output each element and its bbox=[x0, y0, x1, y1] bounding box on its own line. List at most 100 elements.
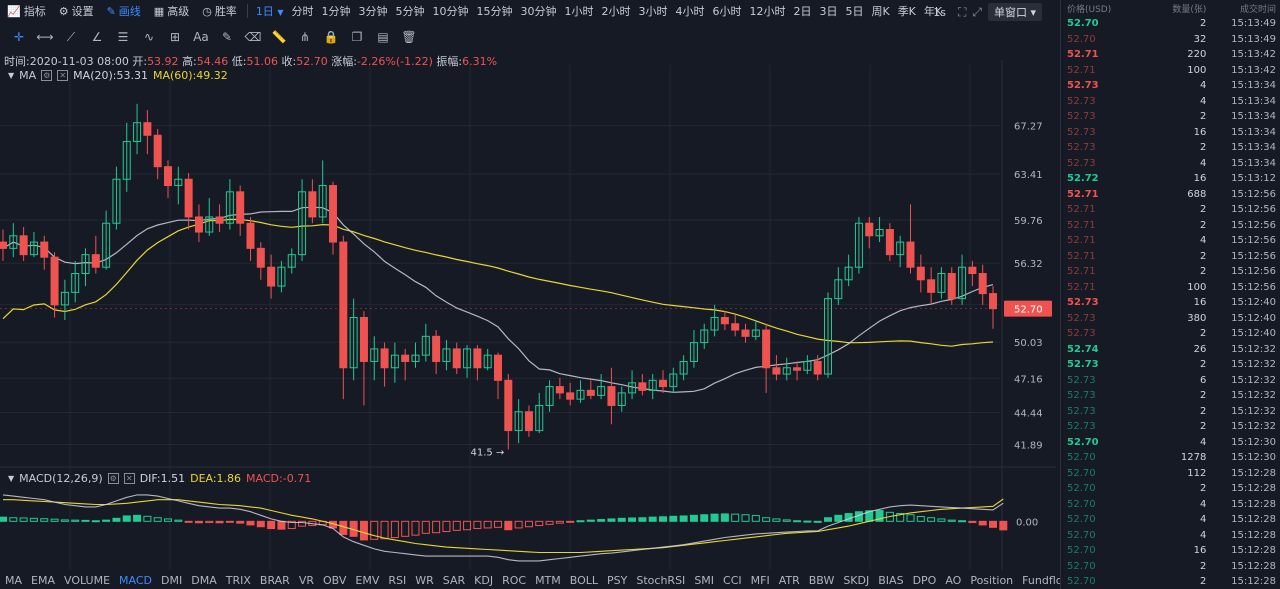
indicator-tab-fundflow[interactable]: Fundflow bbox=[1022, 574, 1072, 587]
indicator-tab-position[interactable]: Position bbox=[970, 574, 1014, 587]
layers-icon[interactable]: ▤ bbox=[377, 30, 389, 44]
ma-collapse-icon[interactable]: ▼ bbox=[8, 71, 15, 80]
interval-selector[interactable]: 1日 ▼ bbox=[252, 3, 288, 19]
indicator-tab-trix[interactable]: TRIX bbox=[225, 574, 251, 587]
interval-0[interactable]: 分时 bbox=[291, 5, 314, 18]
candle-body bbox=[494, 354, 502, 381]
indicator-tab-bbw[interactable]: BBW bbox=[808, 574, 835, 587]
indicator-tab-bias[interactable]: BIAS bbox=[878, 574, 904, 587]
interval-3[interactable]: 5分钟 bbox=[395, 5, 425, 18]
interval-17[interactable]: 季K bbox=[897, 5, 916, 18]
interval-2[interactable]: 3分钟 bbox=[358, 5, 388, 18]
indicator-tab-wr[interactable]: WR bbox=[415, 574, 434, 587]
text-tool-icon[interactable]: Aa bbox=[193, 30, 209, 44]
toolbar-item-4[interactable]: ◷ 胜率 bbox=[195, 3, 243, 19]
trade-time: 15:12:56 bbox=[1231, 219, 1277, 231]
indicator-tab-roc[interactable]: ROC bbox=[502, 574, 527, 587]
angle-tool-icon[interactable]: ∠ bbox=[91, 30, 103, 44]
candle-body bbox=[854, 222, 863, 268]
indicator-tab-psy[interactable]: PSY bbox=[607, 574, 628, 587]
window-select[interactable]: 单窗口 ▾ bbox=[987, 3, 1042, 21]
interval-9[interactable]: 3小时 bbox=[638, 5, 668, 18]
interval-14[interactable]: 3日 bbox=[819, 5, 838, 18]
settings-icon[interactable]: ⚙ bbox=[41, 70, 53, 81]
toolbar-item-0[interactable]: 📈 指标 bbox=[0, 3, 52, 19]
time-value: 2020-11-03 08:00 bbox=[29, 55, 129, 68]
indicator-tab-rsi[interactable]: RSI bbox=[388, 574, 407, 587]
indicator-tab-mtm[interactable]: MTM bbox=[535, 574, 561, 587]
interval-7[interactable]: 1小时 bbox=[564, 5, 594, 18]
indicator-tab-stochrsi[interactable]: StochRSI bbox=[636, 574, 686, 587]
eraser-icon[interactable]: ⌫ bbox=[244, 30, 262, 44]
brush-icon[interactable]: ✎ bbox=[221, 30, 233, 44]
indicator-tab-boll[interactable]: BOLL bbox=[569, 574, 599, 587]
indicator-tab-mfi[interactable]: MFI bbox=[750, 574, 770, 587]
indicator-tab-ao[interactable]: AO bbox=[945, 574, 962, 587]
toolbar-item-1[interactable]: ⚙ 设置 bbox=[52, 3, 100, 19]
lock-icon[interactable]: 🔒 bbox=[323, 30, 339, 44]
open-value: 53.92 bbox=[147, 55, 179, 68]
indicator-tab-dma[interactable]: DMA bbox=[191, 574, 217, 587]
indicator-tab-atr[interactable]: ATR bbox=[778, 574, 800, 587]
toolbar-item-3[interactable]: ▦ 高级 bbox=[147, 3, 195, 19]
trend-line-icon[interactable]: ⟋ bbox=[66, 29, 76, 44]
indicator-tab-cci[interactable]: CCI bbox=[723, 574, 742, 587]
macd-bar bbox=[9, 517, 18, 522]
interval-12[interactable]: 12小时 bbox=[749, 5, 786, 18]
line-tool-icon[interactable]: ⟷ bbox=[36, 30, 54, 44]
indicator-tab-vr[interactable]: VR bbox=[298, 574, 314, 587]
interval-5[interactable]: 15分钟 bbox=[476, 5, 513, 18]
indicator-tab-volume[interactable]: VOLUME bbox=[63, 574, 111, 587]
interval-13[interactable]: 2日 bbox=[793, 5, 812, 18]
interval-16[interactable]: 周K bbox=[871, 5, 890, 18]
copy-icon[interactable]: ❐ bbox=[351, 30, 363, 44]
candlestick-chart[interactable]: 41.5 → 67.2763.4159.7656.3253.0250.0347.… bbox=[0, 0, 1056, 589]
indicator-tab-emv[interactable]: EMV bbox=[355, 574, 380, 587]
fullscreen-icon[interactable]: ⛶ bbox=[957, 4, 967, 19]
wave-tool-icon[interactable]: ∿ bbox=[143, 30, 155, 44]
macd-bar bbox=[153, 517, 162, 522]
interval-18[interactable]: 年K bbox=[923, 5, 943, 18]
refresh-rate[interactable]: 1s bbox=[933, 5, 946, 19]
expand-icon[interactable]: ⤢ bbox=[972, 4, 982, 19]
indicator-tab-obv[interactable]: OBV bbox=[323, 574, 347, 587]
crosshair-icon[interactable]: ✛ bbox=[13, 30, 25, 44]
interval-4[interactable]: 10分钟 bbox=[432, 5, 469, 18]
macd-bar bbox=[380, 520, 389, 540]
candle-body bbox=[329, 185, 337, 243]
indicator-tab-smi[interactable]: SMI bbox=[694, 574, 715, 587]
indicator-tab-dmi[interactable]: DMI bbox=[161, 574, 183, 587]
candle bbox=[112, 166, 121, 230]
indicator-tab-ema[interactable]: EMA bbox=[31, 574, 55, 587]
indicator-tab-kdj[interactable]: KDJ bbox=[474, 574, 494, 587]
interval-8[interactable]: 2小时 bbox=[601, 5, 631, 18]
indicator-tab-sar[interactable]: SAR bbox=[442, 574, 466, 587]
trash-icon[interactable]: 🗑 bbox=[401, 30, 417, 44]
candle-body bbox=[968, 266, 977, 275]
indicator-tab-brar[interactable]: BRAR bbox=[259, 574, 290, 587]
parallel-lines-icon[interactable]: ☰ bbox=[117, 30, 129, 44]
interval-1[interactable]: 1分钟 bbox=[321, 5, 351, 18]
magnet-icon[interactable]: ⋔ bbox=[299, 30, 311, 44]
interval-11[interactable]: 6小时 bbox=[712, 5, 742, 18]
candle-body bbox=[803, 360, 812, 371]
macd-collapse-icon[interactable]: ▼ bbox=[8, 474, 15, 483]
close-icon[interactable]: ✕ bbox=[123, 473, 135, 484]
indicator-tab-macd[interactable]: MACD bbox=[119, 574, 153, 587]
interval-15[interactable]: 5日 bbox=[845, 5, 864, 18]
interval-6[interactable]: 30分钟 bbox=[520, 5, 557, 18]
toolbar-item-2[interactable]: ✎ 画线 bbox=[100, 3, 147, 19]
macd-bar bbox=[19, 517, 28, 522]
indicator-tab-dpo[interactable]: DPO bbox=[912, 574, 937, 587]
indicator-tab-ma[interactable]: MA bbox=[5, 574, 23, 587]
macd-bar bbox=[638, 517, 647, 522]
trade-price: 52.71 bbox=[1067, 188, 1099, 200]
close-icon[interactable]: ✕ bbox=[57, 70, 69, 81]
interval-10[interactable]: 4小时 bbox=[675, 5, 705, 18]
indicator-tab-skdj[interactable]: SKDJ bbox=[843, 574, 870, 587]
ruler-icon[interactable]: 📏 bbox=[271, 30, 287, 44]
measure-icon[interactable]: ⊞ bbox=[169, 30, 181, 44]
candle bbox=[174, 166, 183, 205]
settings-icon[interactable]: ⚙ bbox=[107, 473, 119, 484]
candle-body bbox=[648, 379, 657, 391]
